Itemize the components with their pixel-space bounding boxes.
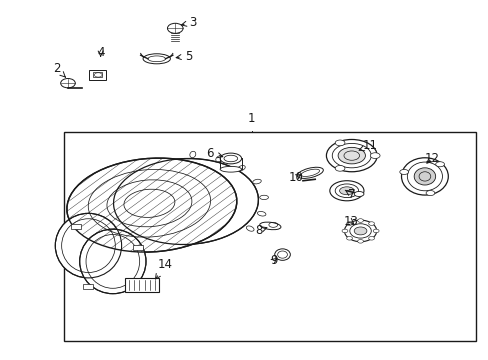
Ellipse shape: [167, 23, 183, 33]
Ellipse shape: [326, 139, 376, 172]
Text: 11: 11: [358, 139, 377, 152]
Ellipse shape: [346, 222, 352, 225]
Ellipse shape: [259, 222, 281, 230]
Ellipse shape: [399, 170, 408, 175]
Text: 4: 4: [97, 46, 104, 59]
Ellipse shape: [341, 229, 347, 233]
Ellipse shape: [369, 153, 379, 158]
Bar: [64, 132, 475, 341]
Ellipse shape: [259, 195, 268, 199]
Text: 10: 10: [287, 171, 303, 184]
Ellipse shape: [337, 147, 365, 164]
Ellipse shape: [257, 211, 265, 216]
Text: 14: 14: [155, 258, 173, 279]
Ellipse shape: [143, 54, 170, 64]
Ellipse shape: [80, 229, 146, 294]
Ellipse shape: [215, 156, 222, 162]
Text: 8: 8: [255, 224, 266, 237]
Ellipse shape: [252, 179, 261, 184]
Bar: [71, 224, 81, 229]
Ellipse shape: [435, 162, 444, 167]
Ellipse shape: [357, 239, 363, 243]
Ellipse shape: [237, 166, 245, 171]
Ellipse shape: [220, 166, 241, 172]
Text: 5: 5: [176, 50, 192, 63]
Ellipse shape: [297, 167, 323, 179]
Text: 1: 1: [247, 112, 255, 126]
Bar: [93, 72, 102, 77]
Bar: [82, 284, 92, 289]
Text: 2: 2: [53, 62, 65, 77]
Ellipse shape: [274, 249, 290, 260]
Text: 7: 7: [345, 188, 355, 201]
Ellipse shape: [368, 237, 374, 240]
Bar: [133, 245, 142, 250]
Ellipse shape: [189, 151, 195, 158]
Ellipse shape: [357, 219, 363, 222]
Ellipse shape: [339, 187, 353, 195]
Ellipse shape: [220, 153, 241, 164]
Ellipse shape: [346, 237, 352, 240]
Ellipse shape: [344, 220, 376, 242]
Ellipse shape: [353, 227, 366, 235]
Ellipse shape: [401, 158, 447, 195]
Ellipse shape: [67, 158, 236, 252]
Ellipse shape: [353, 192, 363, 197]
Bar: [125, 278, 159, 292]
Ellipse shape: [55, 213, 122, 278]
Text: 12: 12: [424, 152, 439, 165]
Ellipse shape: [334, 140, 344, 146]
Ellipse shape: [368, 222, 374, 225]
Ellipse shape: [372, 229, 378, 233]
Ellipse shape: [113, 158, 258, 244]
Text: 9: 9: [269, 254, 277, 267]
Bar: [89, 69, 106, 80]
Ellipse shape: [413, 168, 435, 185]
Text: 6: 6: [206, 147, 223, 159]
Ellipse shape: [329, 181, 363, 201]
Text: 3: 3: [181, 16, 197, 29]
Ellipse shape: [334, 166, 344, 171]
Ellipse shape: [61, 78, 75, 88]
Ellipse shape: [246, 226, 254, 231]
Ellipse shape: [425, 190, 434, 195]
Text: 13: 13: [343, 215, 358, 228]
